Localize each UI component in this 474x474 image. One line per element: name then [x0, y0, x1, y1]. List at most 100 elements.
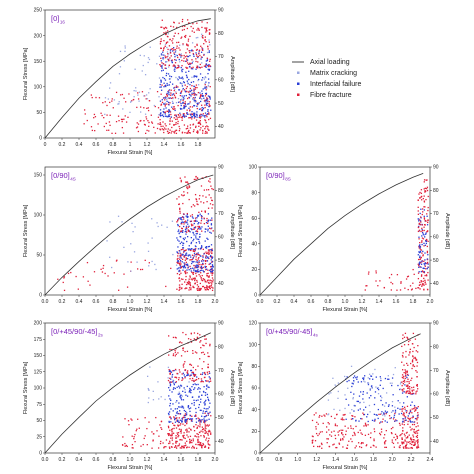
hit-point — [197, 214, 199, 217]
hit-point — [379, 395, 382, 397]
hit-point — [174, 56, 176, 58]
hit-point — [204, 36, 207, 38]
hit-point — [146, 427, 148, 430]
hit-point — [183, 409, 185, 412]
hit-point — [399, 289, 402, 291]
hit-point — [144, 124, 147, 126]
hit-point — [208, 82, 210, 84]
hit-point — [188, 289, 190, 291]
panel-title-subscript: 2s — [98, 333, 104, 338]
hit-point — [181, 258, 184, 260]
hit-point — [416, 439, 419, 442]
hit-point — [424, 220, 426, 222]
hit-point — [109, 114, 111, 116]
hit-point — [195, 407, 197, 410]
hit-point — [352, 383, 354, 385]
hit-point — [183, 447, 185, 449]
hit-point — [195, 269, 197, 272]
hit-point — [169, 369, 171, 372]
hit-point — [148, 58, 151, 61]
hit-point — [203, 43, 205, 45]
hit-point — [182, 436, 185, 438]
hit-point — [193, 338, 195, 340]
hit-point — [414, 417, 417, 420]
hit-point — [199, 129, 201, 131]
hit-point — [391, 384, 393, 387]
hit-point — [399, 388, 402, 390]
hit-point — [160, 426, 162, 429]
hit-point — [185, 258, 188, 260]
hit-point — [198, 198, 200, 200]
x-tick-label: 1.8 — [195, 457, 202, 463]
hit-point — [417, 441, 419, 443]
hit-point — [167, 59, 170, 61]
hit-point — [408, 392, 410, 395]
hit-point — [399, 402, 401, 404]
hit-point — [191, 30, 193, 32]
hit-point — [330, 435, 333, 437]
hit-point — [184, 101, 186, 103]
hit-point — [201, 129, 204, 132]
hit-point — [195, 125, 197, 127]
hit-point — [179, 128, 181, 130]
hit-point — [196, 336, 199, 338]
hit-point — [195, 230, 197, 233]
hit-point — [122, 108, 124, 110]
hit-point — [406, 371, 408, 373]
hit-point — [177, 246, 179, 248]
hit-point — [412, 441, 414, 443]
hit-point — [190, 439, 193, 441]
hit-point — [201, 230, 203, 232]
hit-point — [169, 373, 171, 375]
hit-point — [210, 280, 213, 282]
hit-point — [207, 225, 209, 227]
hit-point — [170, 132, 172, 134]
hit-point — [202, 195, 204, 197]
hit-point — [181, 395, 183, 397]
hit-point — [363, 380, 365, 382]
hit-point — [363, 413, 366, 416]
hit-point — [199, 233, 201, 235]
hit-point — [199, 123, 202, 126]
hit-point — [180, 253, 182, 255]
hit-point — [190, 418, 192, 420]
hit-point — [196, 238, 198, 240]
hit-point — [167, 433, 169, 435]
hit-point — [145, 98, 147, 100]
hit-point — [191, 224, 193, 227]
hit-point — [420, 217, 422, 219]
hit-point — [420, 274, 423, 276]
hit-point — [196, 433, 198, 435]
hit-point — [165, 72, 168, 75]
hit-point — [208, 281, 210, 284]
x-tick-label: 1.4 — [161, 299, 168, 305]
hit-point — [386, 411, 389, 413]
hit-point — [199, 288, 202, 291]
hit-point — [185, 283, 188, 286]
hit-point — [334, 384, 336, 386]
hit-point — [191, 371, 194, 374]
hit-point — [171, 94, 173, 96]
x-axis-label: Flexural Strain [%] — [323, 307, 368, 313]
hit-point — [177, 79, 179, 81]
plot-frame — [259, 322, 431, 454]
hit-point — [202, 95, 204, 97]
hit-point — [172, 108, 174, 110]
hit-point — [181, 54, 183, 57]
hit-point — [181, 287, 183, 290]
hit-point — [198, 289, 200, 292]
hit-point — [198, 28, 200, 30]
legend-label: Axial loading — [310, 59, 350, 66]
hit-point — [371, 385, 373, 387]
hit-cluster-5 — [401, 332, 419, 395]
hit-point — [166, 51, 169, 53]
hit-point — [416, 446, 418, 448]
hit-point — [201, 267, 203, 269]
hit-point — [195, 421, 198, 423]
hit-point — [352, 415, 354, 417]
hit-point — [346, 380, 348, 383]
hit-point — [208, 245, 211, 248]
hit-point — [318, 445, 321, 448]
hit-point — [346, 376, 348, 378]
hit-point — [148, 421, 150, 423]
